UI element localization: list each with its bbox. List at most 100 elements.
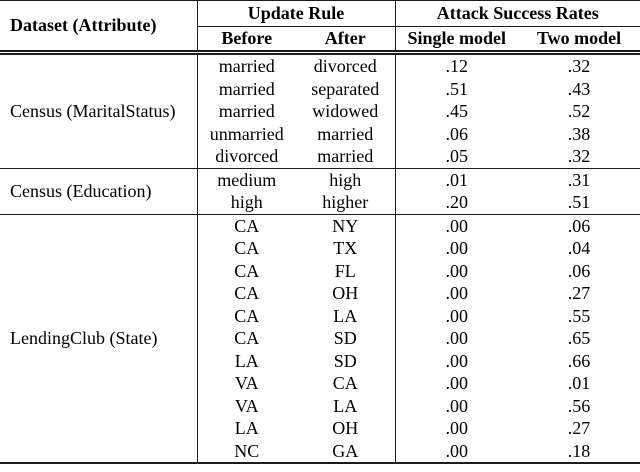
dataset-group: Census (MaritalStatus) married divorced .12…	[0, 52, 640, 168]
table-row: CA OH .00 .27	[0, 282, 640, 305]
before-cell: VA	[196, 372, 296, 395]
header-row-groups: Dataset (Attribute) Update Rule Attack S…	[0, 0, 640, 55]
two-model-cell: .27	[567, 283, 591, 303]
after-cell: LA	[333, 395, 358, 416]
single-model-cell: .00	[394, 394, 519, 417]
dataset-group: Census (Education) medium high .01.31 high hi…	[0, 167, 640, 214]
single-model-cell: .45	[394, 100, 519, 123]
before-cell: CA	[196, 259, 296, 282]
dataset-group: LendingClub (State) CA NY .00.06 CA TX .00.04 C…	[0, 213, 640, 463]
column-header-before: Before	[196, 26, 296, 55]
after-cell: GA	[332, 440, 359, 461]
after-cell: FL	[334, 260, 356, 281]
table-row: married widowed .45 .52	[0, 100, 640, 123]
before-cell: unmarried	[196, 122, 296, 145]
dataset-attribute-cell: Census (MaritalStatus)	[10, 101, 176, 121]
table-row: unmarried married .06 .38	[0, 122, 640, 145]
after-cell: SD	[333, 328, 357, 348]
table-row: CA LA .00 .55	[0, 304, 640, 327]
before-cell: LA	[196, 349, 296, 372]
before-cell: CA	[196, 213, 296, 237]
single-model-cell: .00	[394, 372, 519, 395]
table-row: NC GA .00 .18	[0, 439, 640, 463]
dataset-attribute-cell: Census (Education)	[0, 167, 197, 214]
two-model-cell: .65	[567, 328, 591, 348]
table-row: CA TX .00 .04	[0, 237, 640, 260]
header-row-columns: Before After Single model Two model	[0, 26, 640, 55]
before-cell: CA	[196, 237, 296, 260]
after-cell: NY	[296, 213, 396, 237]
before-cell: CA	[196, 327, 296, 350]
table-row: Census (Education) medium high .01.31	[0, 167, 640, 214]
two-model-cell: .55	[567, 305, 591, 326]
two-model-cell: .06	[518, 213, 640, 237]
before-cell: married	[196, 77, 296, 100]
after-cell: higher	[322, 192, 369, 212]
two-model-cell: .18	[567, 440, 591, 461]
two-model-cell: .01	[567, 373, 591, 393]
table-row: LendingClub (State) CA NY .00.06	[0, 213, 640, 463]
single-model-cell: .00	[394, 417, 519, 440]
two-model-cell: .56	[567, 395, 591, 416]
after-cell: high	[296, 167, 396, 191]
column-header-dataset-attribute: Dataset (Attribute)	[0, 0, 197, 55]
single-model-cell: .05	[394, 145, 519, 168]
before-cell: CA	[196, 282, 296, 305]
single-model-cell: .51	[394, 77, 519, 100]
single-model-cell: .00	[394, 213, 519, 237]
two-model-cell: .52	[567, 101, 591, 121]
table-row: CA FL .00 .06	[0, 259, 640, 282]
table-row: divorced married .05 .32	[0, 145, 640, 168]
after-cell: divorced	[313, 56, 377, 76]
after-cell: LA	[333, 305, 358, 326]
before-cell: divorced	[196, 145, 296, 168]
table-row: Census (MaritalStatus) married divorced .12…	[0, 52, 640, 121]
table-row: VA LA .00 .56	[0, 394, 640, 417]
after-cell: separated	[311, 78, 380, 99]
single-model-cell: .00	[394, 439, 519, 463]
after-cell: married	[317, 146, 374, 166]
single-model-cell: .00	[394, 327, 519, 350]
table-row: married separated .51 .43	[0, 77, 640, 100]
table-row: high higher .20 .51	[0, 191, 640, 214]
after-cell: OH	[332, 283, 359, 303]
after-cell: married	[317, 123, 374, 144]
column-header-two-model: Two model	[518, 26, 640, 55]
table-header: Dataset (Attribute) Update Rule Attack S…	[0, 0, 640, 55]
single-model-cell: .00	[394, 349, 519, 372]
after-cell: OH	[332, 418, 359, 438]
two-model-cell: .06	[567, 260, 591, 281]
two-model-cell: .51	[567, 192, 591, 212]
two-model-cell: .31	[518, 167, 640, 191]
before-cell: married	[196, 52, 296, 78]
two-model-cell: .32	[567, 56, 591, 76]
single-model-cell: .00	[394, 237, 519, 260]
single-model-cell: .20	[394, 191, 519, 214]
column-group-update-rule: Update Rule	[196, 0, 396, 27]
before-cell: CA	[196, 304, 296, 327]
two-model-cell: .27	[567, 418, 591, 438]
after-cell: SD	[333, 350, 357, 371]
before-cell: VA	[196, 394, 296, 417]
before-cell: married	[196, 100, 296, 123]
dataset-attribute-cell: LendingClub (State)	[0, 213, 197, 463]
two-model-cell: .66	[567, 350, 591, 371]
table-row: CA SD .00 .65	[0, 327, 640, 350]
single-model-cell: .06	[394, 122, 519, 145]
before-cell: high	[196, 191, 296, 214]
column-header-single-model: Single model	[394, 26, 519, 55]
single-model-cell: .12	[394, 52, 519, 78]
before-cell: medium	[196, 167, 296, 191]
column-group-attack-success-rates: Attack Success Rates	[394, 0, 640, 27]
before-cell: LA	[196, 417, 296, 440]
after-cell: TX	[333, 238, 358, 258]
after-cell: widowed	[312, 101, 379, 121]
table-row: VA CA .00 .01	[0, 372, 640, 395]
table-row: LA SD .00 .66	[0, 349, 640, 372]
before-cell: NC	[196, 439, 296, 463]
two-model-cell: .38	[567, 123, 591, 144]
single-model-cell: .01	[394, 167, 519, 191]
table-row: LA OH .00 .27	[0, 417, 640, 440]
single-model-cell: .00	[394, 304, 519, 327]
